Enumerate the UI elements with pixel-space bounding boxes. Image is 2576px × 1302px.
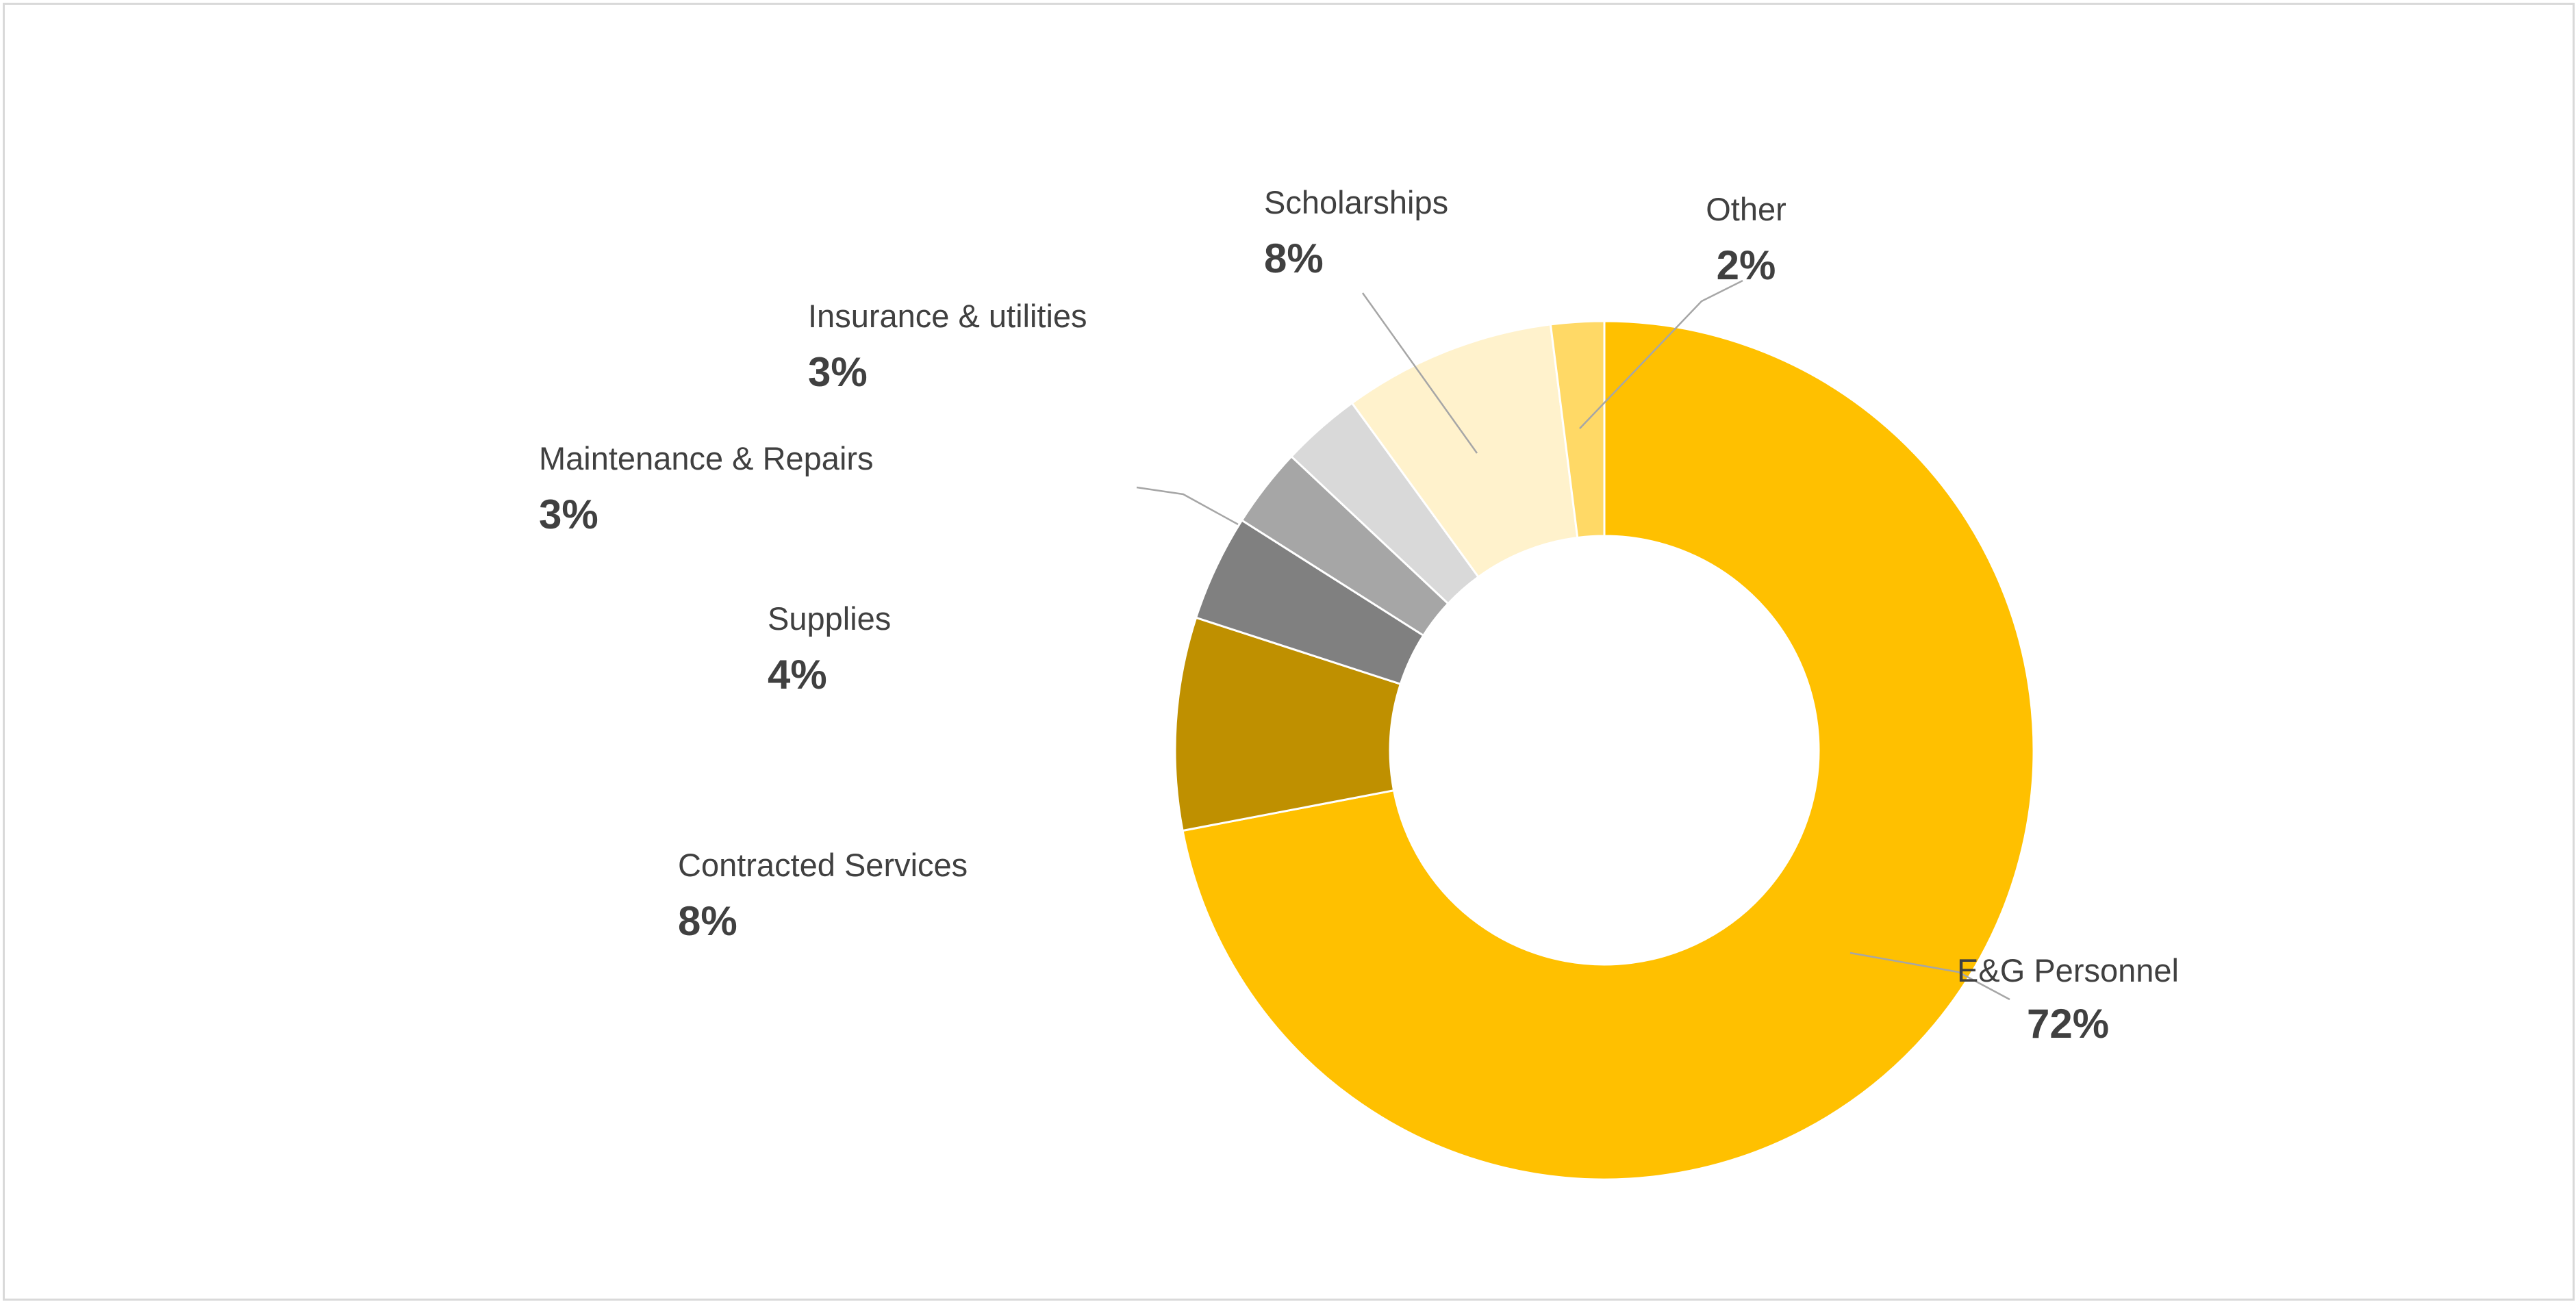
slice-value-supplies: 4% [768, 652, 827, 698]
leader-line-maintenance-repairs [1136, 486, 1239, 526]
slice-value-scholarships: 8% [1264, 235, 1324, 281]
slice-value-e-g-personnel: 72% [2027, 1001, 2109, 1047]
slice-value-insurance-utilities: 3% [808, 349, 868, 395]
slice-value-other: 2% [1717, 242, 1776, 288]
slice-label-insurance-utilities: Insurance & utilities [808, 298, 1087, 334]
slice-e-g-personnel [1181, 320, 2035, 1181]
leader-line-e-g-personnel [1849, 952, 2010, 1001]
slice-label-maintenance-repairs: Maintenance & Repairs [539, 440, 874, 476]
slice-label-contracted-services: Contracted Services [678, 847, 968, 883]
slice-value-contracted-services: 8% [678, 898, 737, 944]
slices-layer [1174, 320, 2035, 1181]
slice-other [1549, 320, 1606, 539]
leader-line-other [1579, 279, 1743, 429]
labels-layer: E&G Personnel 72% Contracted Services 8%… [539, 184, 2179, 1047]
leader-line-scholarships [1361, 292, 1478, 454]
slice-scholarships [1350, 323, 1579, 578]
slice-label-e-g-personnel: E&G Personnel [1957, 952, 2179, 988]
slice-label-other: Other [1706, 191, 1786, 227]
leaders-layer [1136, 279, 2010, 1001]
slice-contracted-services [1174, 616, 1402, 832]
slice-label-scholarships: Scholarships [1264, 184, 1448, 220]
slice-label-supplies: Supplies [768, 600, 891, 637]
slice-value-maintenance-repairs: 3% [539, 492, 598, 537]
